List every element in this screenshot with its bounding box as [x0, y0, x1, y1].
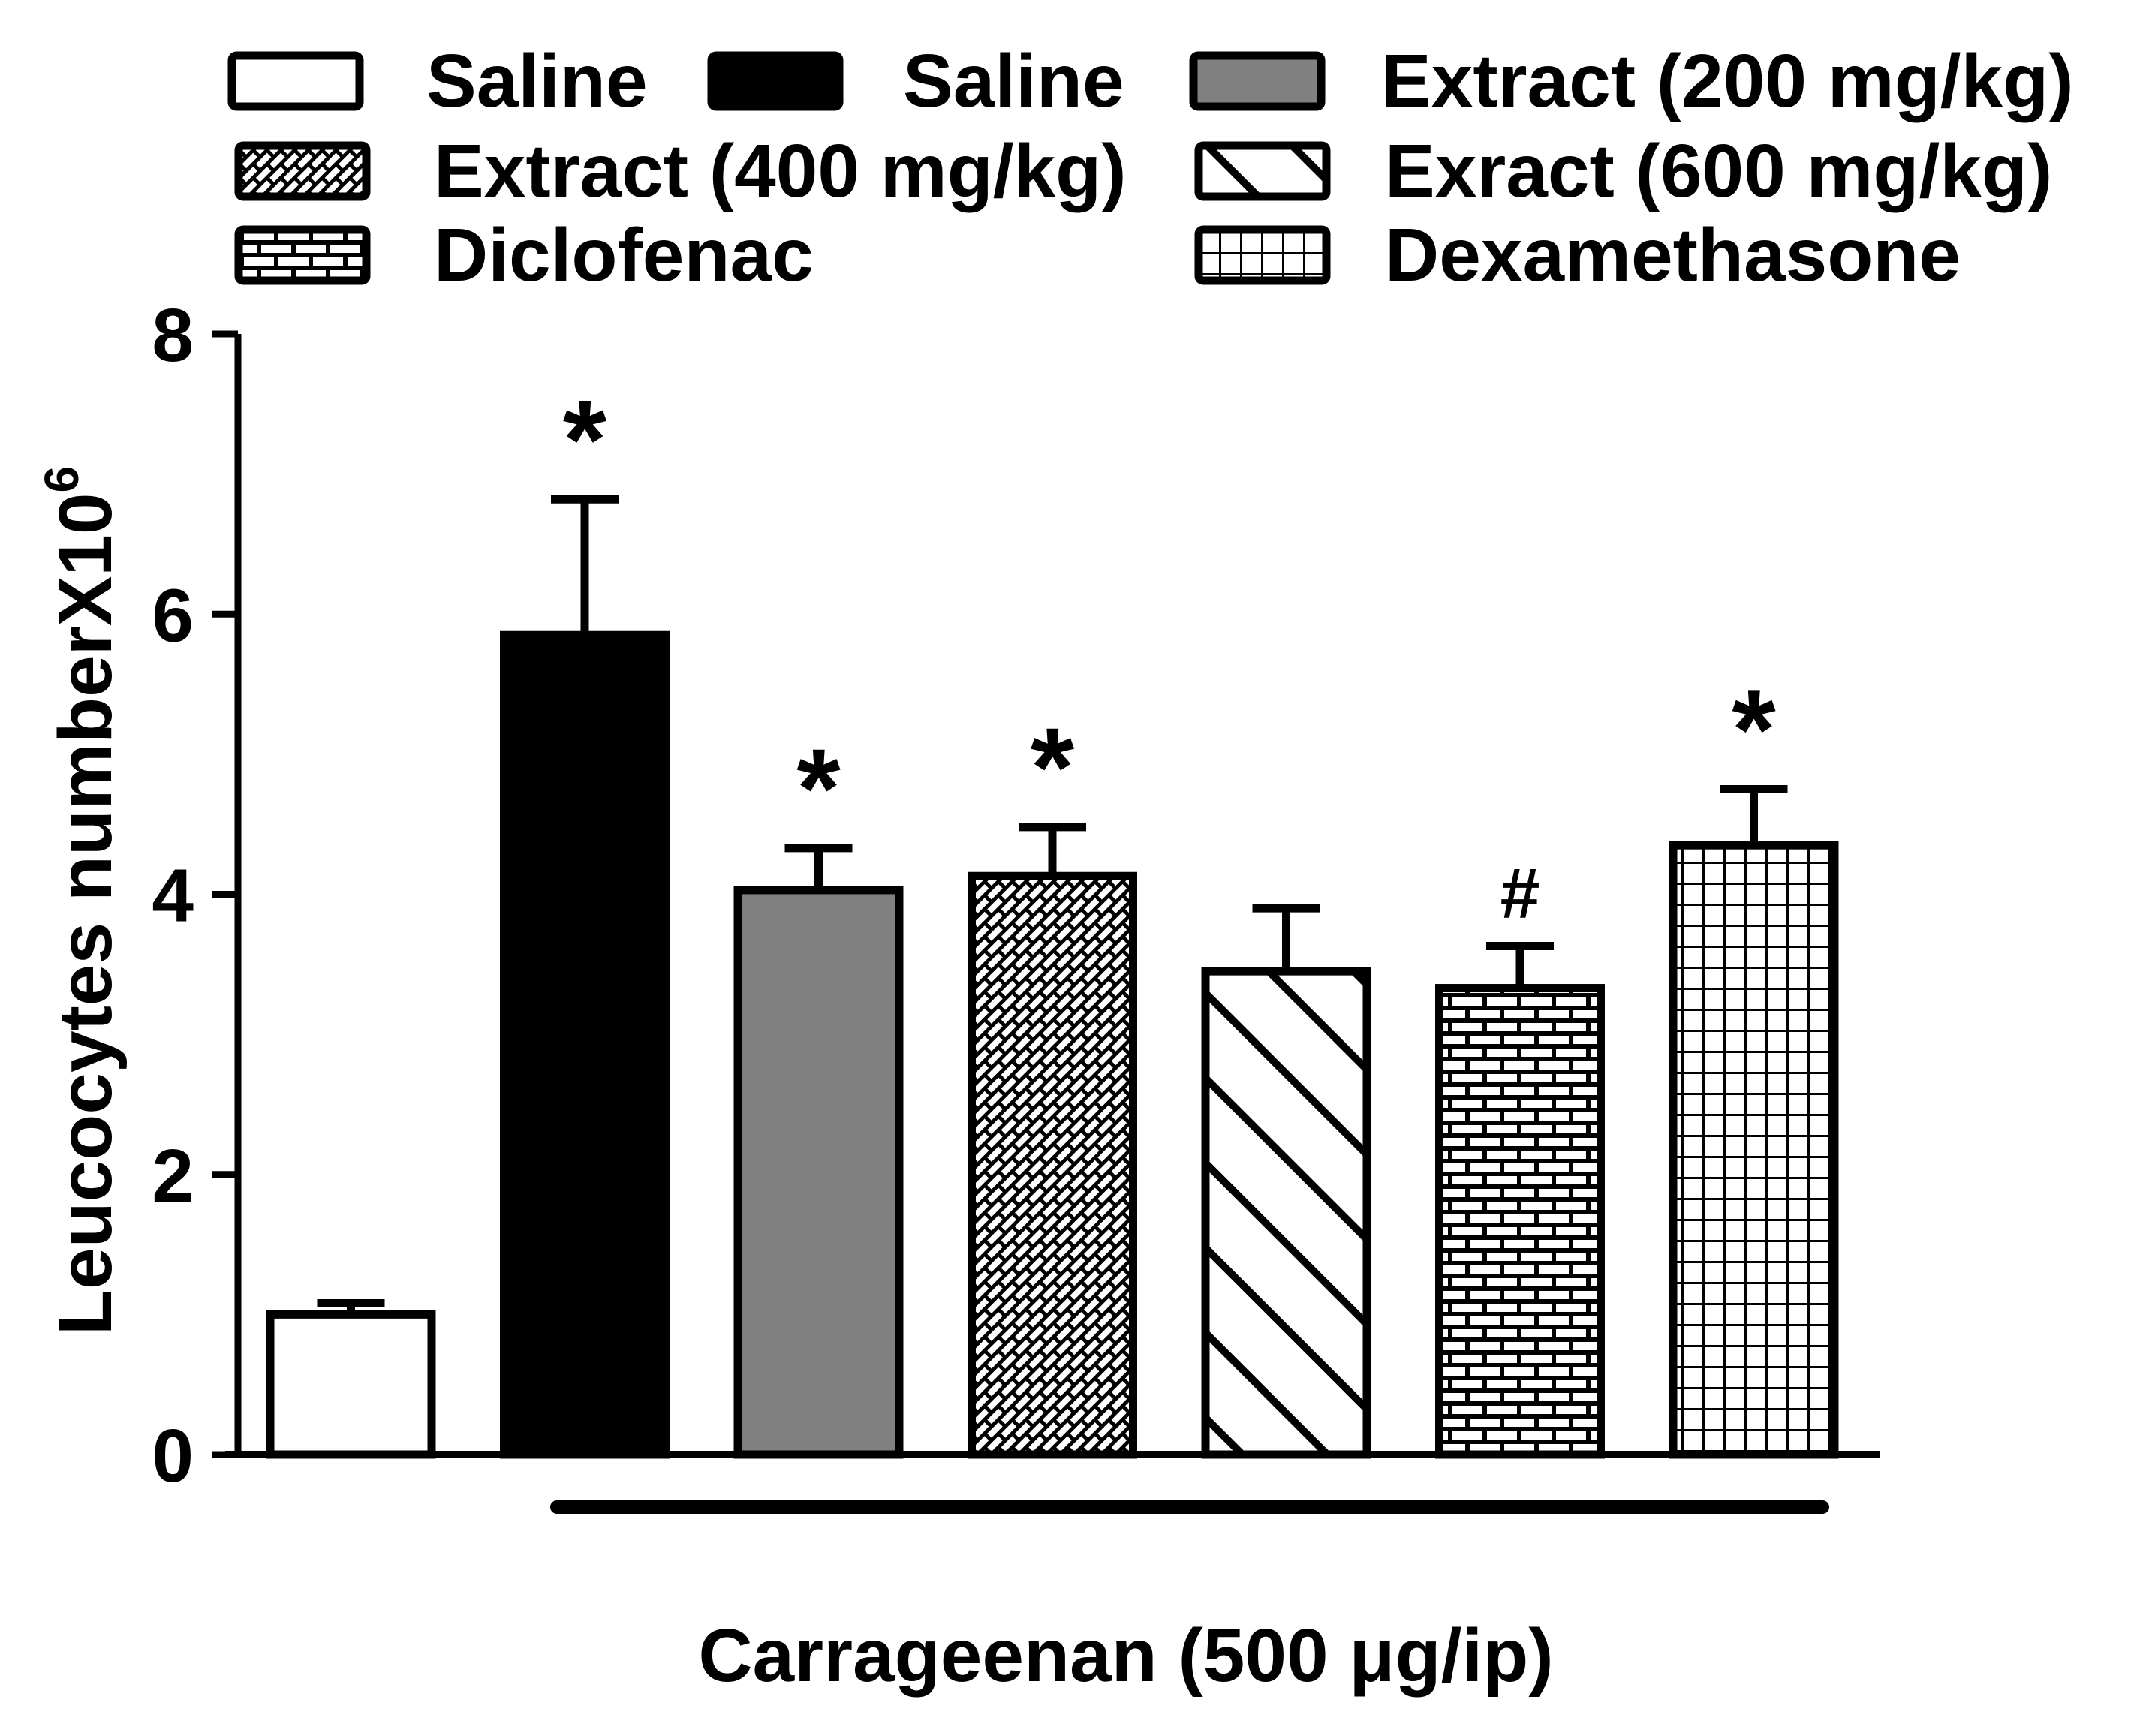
significance-marker: * — [563, 376, 607, 502]
y-axis-label: Leucocytes numberX106 — [35, 466, 128, 1335]
legend-label: Exract (600 mg/kg) — [1385, 129, 2052, 213]
legend-label: Extract (200 mg/kg) — [1381, 39, 2074, 123]
y-tick-label: 8 — [152, 293, 194, 378]
legend-label: Dexamethasone — [1385, 213, 1961, 297]
legend-label: Saline — [903, 39, 1124, 123]
legend-swatch — [707, 51, 844, 111]
bar — [266, 1310, 436, 1459]
legend-swatch — [1194, 141, 1331, 201]
legend-swatch — [1194, 225, 1331, 285]
y-tick-label: 4 — [152, 854, 194, 938]
bar — [1435, 984, 1605, 1459]
y-axis-label-superscript: 6 — [35, 466, 89, 493]
significance-marker: * — [1732, 666, 1776, 793]
bar — [1669, 841, 1839, 1459]
legend-label: Extract (400 mg/kg) — [434, 129, 1127, 213]
x-axis-label: Carrageenan (500 μg/ip) — [698, 1614, 1553, 1698]
legend-label: Saline — [426, 39, 648, 123]
legend-swatch — [1189, 51, 1326, 111]
legend-swatch — [234, 225, 371, 285]
significance-marker: * — [1031, 704, 1075, 830]
y-tick-label: 0 — [152, 1414, 194, 1498]
significance-marker: # — [1500, 854, 1540, 934]
legend-label: Diclofenac — [434, 213, 814, 297]
y-axis-label-text: Leucocytes numberX10 — [44, 492, 128, 1335]
y-tick-label: 6 — [152, 573, 194, 657]
bar — [733, 886, 904, 1459]
bars: * * * # * — [266, 376, 1839, 1459]
bar — [1201, 967, 1371, 1459]
legend: Saline Saline Extract (200 mg/kg) Extract (… — [227, 39, 2074, 297]
bar — [500, 630, 670, 1459]
bar — [968, 871, 1137, 1459]
legend-swatch — [227, 51, 364, 111]
y-ticks: 0 2 4 6 8 — [152, 293, 238, 1498]
significance-marker: * — [796, 725, 841, 851]
y-tick-label: 2 — [152, 1134, 194, 1218]
legend-swatch — [234, 141, 371, 201]
